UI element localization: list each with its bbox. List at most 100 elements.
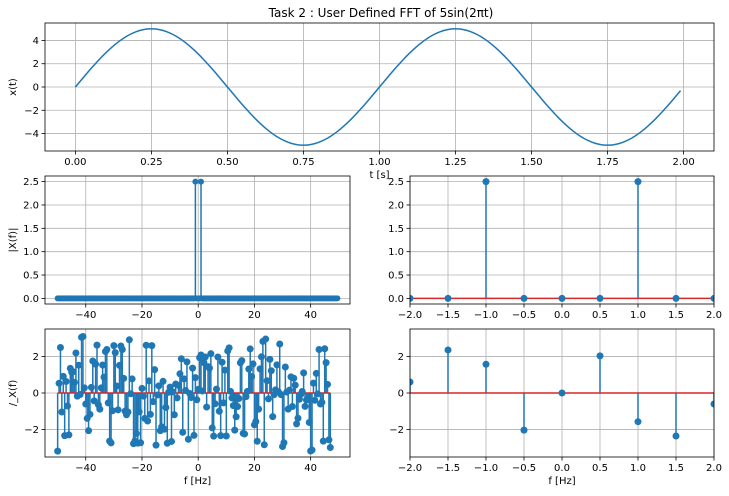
x-tick-label: 1.75: [596, 157, 618, 168]
x-tick-label: −2.0: [398, 310, 422, 321]
stem-marker: [146, 410, 154, 418]
stem-marker: [148, 342, 156, 350]
signal-line: [74, 28, 682, 146]
stem-marker: [304, 395, 312, 403]
stem-marker: [217, 432, 225, 440]
stem-marker: [558, 294, 566, 302]
stem-marker: [75, 361, 83, 369]
stem-marker: [56, 343, 64, 351]
x-tick-label: −40: [75, 463, 96, 474]
stem-marker: [318, 398, 326, 406]
stem-marker: [80, 384, 88, 392]
x-tick-label: 0: [195, 463, 201, 474]
x-tick-label: 1.0: [630, 310, 646, 321]
x-tick-label: 0.75: [292, 157, 314, 168]
stem-marker: [482, 360, 490, 368]
stem-marker: [108, 407, 116, 415]
stem-marker: [151, 366, 159, 374]
y-tick-label: 2.0: [23, 200, 39, 211]
stem-marker: [215, 407, 223, 415]
x-axis-label: f [Hz]: [184, 476, 211, 487]
stem-marker: [326, 443, 334, 451]
stem-marker: [93, 341, 101, 349]
stem-marker: [100, 373, 108, 381]
x-tick-label: 1.0: [630, 463, 646, 474]
stem-marker: [169, 388, 177, 396]
stem-marker: [144, 417, 152, 425]
stem-marker: [520, 426, 528, 434]
stem-marker: [210, 432, 218, 440]
data-layer: [54, 332, 334, 455]
stem-marker: [264, 395, 272, 403]
stem-marker: [54, 447, 62, 455]
stem-marker: [65, 431, 73, 439]
stem-marker: [138, 384, 146, 392]
stem-marker: [71, 378, 79, 386]
stem-marker: [160, 425, 168, 433]
stem-marker: [152, 441, 160, 449]
stem-marker: [137, 439, 145, 447]
stem-marker: [191, 374, 199, 382]
stem-marker: [72, 349, 80, 357]
stem-marker: [179, 428, 187, 436]
stem-marker: [252, 418, 260, 426]
stem-marker: [294, 414, 302, 422]
x-tick-label: −40: [75, 310, 96, 321]
data-layer: [54, 178, 341, 302]
stem-marker: [228, 394, 236, 402]
y-tick-label: 0: [33, 389, 39, 400]
stem-marker: [324, 380, 332, 388]
x-tick-label: −0.5: [512, 310, 536, 321]
stem-marker: [301, 402, 309, 410]
stem-marker: [176, 370, 184, 378]
stem-marker: [710, 400, 714, 408]
stem-marker: [59, 372, 67, 380]
y-tick-label: 0.0: [23, 294, 39, 305]
stem-marker: [97, 384, 105, 392]
y-tick-label: 0.5: [23, 271, 39, 282]
stem-marker: [205, 364, 213, 372]
x-tick-label: 0.50: [216, 157, 238, 168]
x-tick-label: 0.5: [592, 310, 608, 321]
stem-marker: [190, 431, 198, 439]
stem-marker: [103, 345, 111, 353]
chart-magnitude-zoom: −2.0 −1.5 −1.0 −0.5 0.0 0.5 1.0 1.5 2.0 0.0 0.5 1.0…: [388, 175, 722, 321]
x-tick-label: −20: [131, 463, 152, 474]
stem-marker: [193, 396, 201, 404]
y-tick-label: 1.5: [23, 224, 39, 235]
stem-marker: [76, 390, 84, 398]
x-tick-label: 1.00: [368, 157, 390, 168]
x-tick-label: 0.0: [554, 463, 570, 474]
x-tick-label: 2.0: [706, 310, 722, 321]
stem-marker: [319, 437, 327, 445]
stem-marker: [132, 430, 140, 438]
stem-marker: [124, 408, 132, 416]
stem-marker: [596, 352, 604, 360]
stem-marker: [87, 383, 95, 391]
y-tick-label: 2: [33, 59, 39, 70]
stem-marker: [149, 398, 157, 406]
stem-marker: [231, 426, 239, 434]
stem-marker: [180, 375, 188, 383]
stem-marker: [104, 399, 112, 407]
y-tick-label: 1.0: [388, 247, 404, 258]
stem-marker: [276, 340, 284, 348]
stem-marker: [79, 332, 87, 340]
y-axis-label: x(t): [8, 78, 19, 96]
stem-marker: [211, 400, 219, 408]
stem-marker: [249, 360, 257, 368]
data-layer: [410, 178, 714, 302]
x-tick-label: 1.5: [668, 463, 684, 474]
y-tick-label: 4: [33, 36, 39, 47]
stem-marker: [596, 294, 604, 302]
x-tick-label: 0.0: [554, 310, 570, 321]
stem-marker: [710, 294, 714, 302]
y-tick-label: 2: [398, 352, 404, 363]
x-tick-label: −1.0: [474, 310, 498, 321]
stem-marker: [255, 405, 263, 413]
x-tick-label: 40: [304, 463, 317, 474]
y-tick-label: −2: [24, 425, 39, 436]
y-tick-label: 2.5: [23, 177, 39, 188]
stem-marker: [253, 437, 261, 445]
stem-marker: [288, 403, 296, 411]
